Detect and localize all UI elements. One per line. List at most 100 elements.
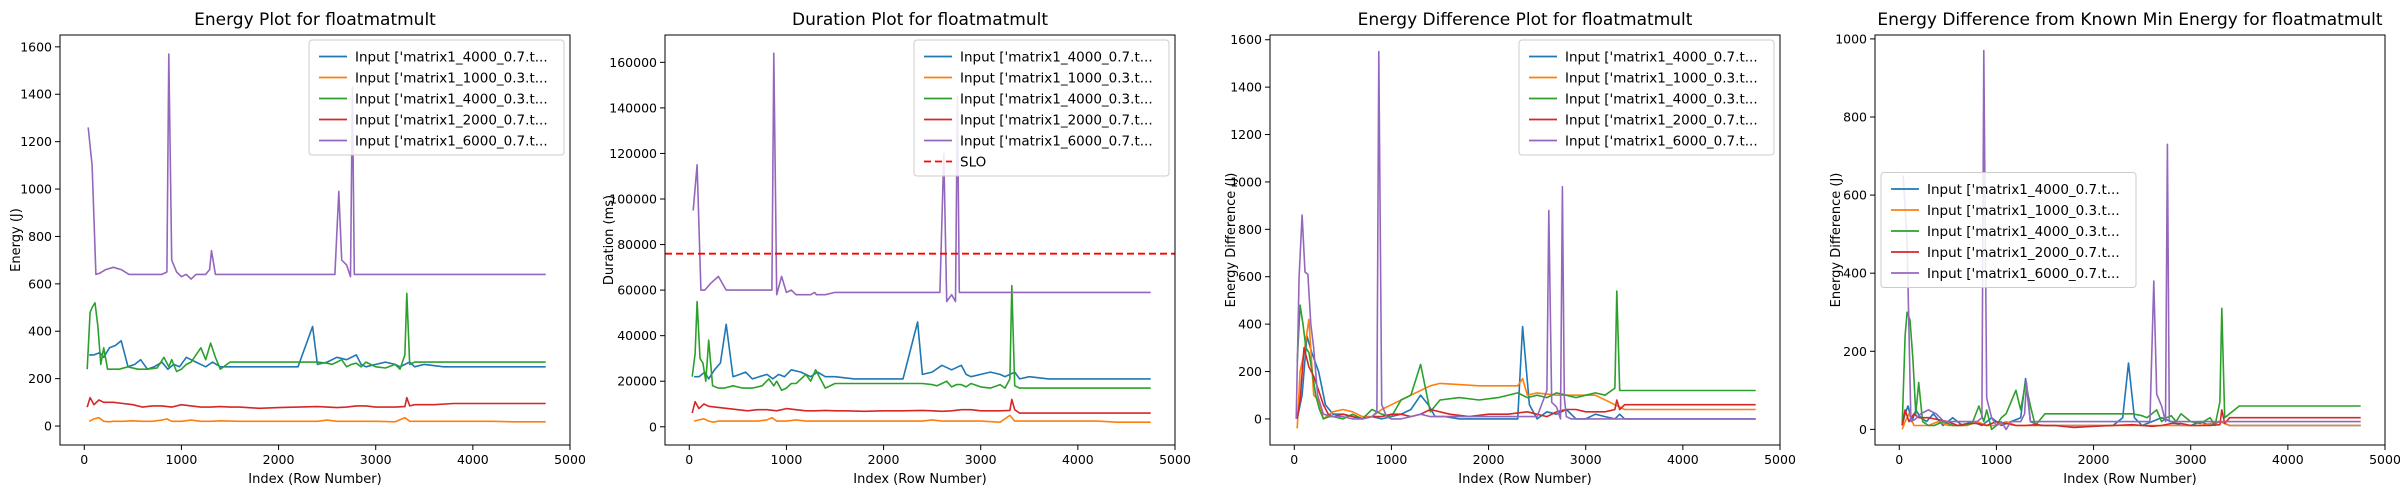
y-tick-label: 0 — [1859, 422, 1867, 437]
y-tick-label: 1200 — [20, 134, 52, 149]
y-tick-label: 600 — [28, 276, 52, 291]
legend-box — [1518, 39, 1775, 156]
y-axis-label: Energy Difference (J) — [1829, 173, 1844, 308]
legend-label: Input ['matrix1_6000_0.7.t... — [1927, 266, 2120, 282]
series-line-5 — [1295, 50, 1756, 420]
y-tick-label: 80000 — [617, 237, 657, 252]
chart-panel-4: Energy Difference from Known Min Energy … — [1829, 10, 2400, 487]
x-axis-label: Index (Row Number) — [248, 472, 381, 487]
y-tick-label: 1000 — [20, 182, 52, 197]
y-tick-label: 40000 — [617, 328, 657, 343]
y-axis-label: Energy Difference (J) — [1224, 173, 1239, 308]
legend: Input ['matrix1_4000_0.7.t... Input ['mat… — [1880, 172, 2137, 288]
legend-label: Input ['matrix1_6000_0.7.t... — [960, 134, 1153, 150]
y-tick-label: 20000 — [617, 374, 657, 389]
x-tick-label: 0 — [1895, 452, 1903, 467]
x-tick-label: 5000 — [1159, 452, 1191, 467]
series-line-1 — [1901, 362, 2361, 427]
legend-label: Input ['matrix1_4000_0.7.t... — [355, 50, 548, 66]
x-tick-label: 3000 — [2175, 452, 2207, 467]
plot-frame — [59, 34, 571, 446]
series-line-5 — [692, 52, 1151, 303]
y-tick-label: 0 — [1254, 411, 1262, 426]
series-line-4 — [86, 396, 546, 410]
x-tick-label: 5000 — [1764, 452, 1796, 467]
legend-label: Input ['matrix1_4000_0.7.t... — [1927, 182, 2120, 198]
legend-label: Input ['matrix1_2000_0.7.t... — [1927, 245, 2120, 261]
series-line-3 — [86, 292, 546, 373]
y-tick-label: 160000 — [609, 55, 657, 70]
x-tick-label: 2000 — [263, 452, 295, 467]
y-tick-label: 800 — [28, 229, 52, 244]
y-tick-label: 140000 — [609, 100, 657, 115]
x-tick-label: 2000 — [868, 452, 900, 467]
legend: Input ['matrix1_4000_0.7.t... Input ['mat… — [308, 39, 565, 156]
series-line-3 — [691, 284, 1151, 392]
x-tick-label: 3000 — [965, 452, 997, 467]
legend-label: Input ['matrix1_1000_0.3.t... — [355, 71, 548, 87]
series-line-1 — [694, 321, 1151, 380]
x-tick-label: 4000 — [1667, 452, 1699, 467]
series-line-1 — [89, 325, 546, 371]
series-line-5 — [87, 53, 546, 280]
x-tick-label: 0 — [80, 452, 88, 467]
x-tick-label: 2000 — [2078, 452, 2110, 467]
x-tick-label: 1000 — [166, 452, 198, 467]
y-tick-label: 1600 — [20, 39, 52, 54]
chart-title: Energy Difference Plot for floatmatmult — [1358, 10, 1693, 30]
x-axis-label: Index (Row Number) — [1458, 472, 1591, 487]
y-tick-label: 1000 — [1230, 174, 1262, 189]
y-tick-label: 120000 — [609, 146, 657, 161]
y-tick-label: 1200 — [1230, 127, 1262, 142]
x-tick-label: 3000 — [360, 452, 392, 467]
x-tick-label: 0 — [1290, 452, 1298, 467]
legend-label: Input ['matrix1_1000_0.3.t... — [1927, 203, 2120, 219]
x-tick-label: 2000 — [1473, 452, 1505, 467]
chart-title: Duration Plot for floatmatmult — [792, 10, 1048, 30]
y-tick-label: 800 — [1843, 110, 1867, 125]
legend-label: Input ['matrix1_1000_0.3.t... — [960, 71, 1153, 87]
x-tick-label: 1000 — [1981, 452, 2013, 467]
legend-box — [1880, 172, 2137, 288]
chart-title: Energy Plot for floatmatmult — [194, 10, 436, 30]
legend-label: Input ['matrix1_4000_0.3.t... — [1565, 92, 1758, 108]
series-line-4 — [691, 398, 1151, 414]
legend-label: Input ['matrix1_4000_0.3.t... — [960, 92, 1153, 108]
x-tick-label: 1000 — [1376, 452, 1408, 467]
chart-title: Energy Difference from Known Min Energy … — [1877, 10, 2382, 30]
x-axis-label: Index (Row Number) — [853, 472, 986, 487]
legend-label: Input ['matrix1_4000_0.7.t... — [960, 50, 1153, 66]
y-tick-label: 600 — [1238, 269, 1262, 284]
series-line-2 — [693, 414, 1151, 424]
plot-frame — [1269, 34, 1781, 446]
series-line-2 — [88, 416, 546, 423]
legend-box — [913, 39, 1170, 177]
y-tick-label: 200 — [1238, 364, 1262, 379]
plot-frame — [1874, 34, 2386, 446]
series-line-3 — [1296, 290, 1756, 420]
chart-panel-1: Energy Plot for floatmatmult 0 1000 2000 300… — [9, 10, 586, 487]
y-tick-label: 1000 — [1835, 31, 1867, 46]
legend-label: Input ['matrix1_1000_0.3.t... — [1565, 71, 1758, 87]
plot-frame — [664, 34, 1176, 446]
y-tick-label: 0 — [649, 419, 657, 434]
legend-label: Input ['matrix1_2000_0.7.t... — [355, 113, 548, 129]
y-tick-label: 60000 — [617, 283, 657, 298]
y-tick-label: 1400 — [20, 87, 52, 102]
x-tick-label: 4000 — [1062, 452, 1094, 467]
series-line-3 — [1901, 307, 2361, 431]
x-tick-label: 0 — [685, 452, 693, 467]
legend-box — [308, 39, 565, 156]
series-line-4 — [1296, 346, 1756, 420]
y-tick-label: 0 — [44, 419, 52, 434]
y-tick-label: 600 — [1843, 188, 1867, 203]
legend: Input ['matrix1_4000_0.7.t... Input ['mat… — [1518, 39, 1775, 156]
y-axis-label: Duration (ms) — [602, 195, 617, 285]
chart-panel-3: Energy Difference Plot for floatmatmult 0… — [1224, 10, 1796, 487]
legend-label: Input ['matrix1_2000_0.7.t... — [1565, 113, 1758, 129]
x-tick-label: 5000 — [2369, 452, 2400, 467]
x-tick-label: 4000 — [2272, 452, 2304, 467]
x-tick-label: 5000 — [554, 452, 586, 467]
